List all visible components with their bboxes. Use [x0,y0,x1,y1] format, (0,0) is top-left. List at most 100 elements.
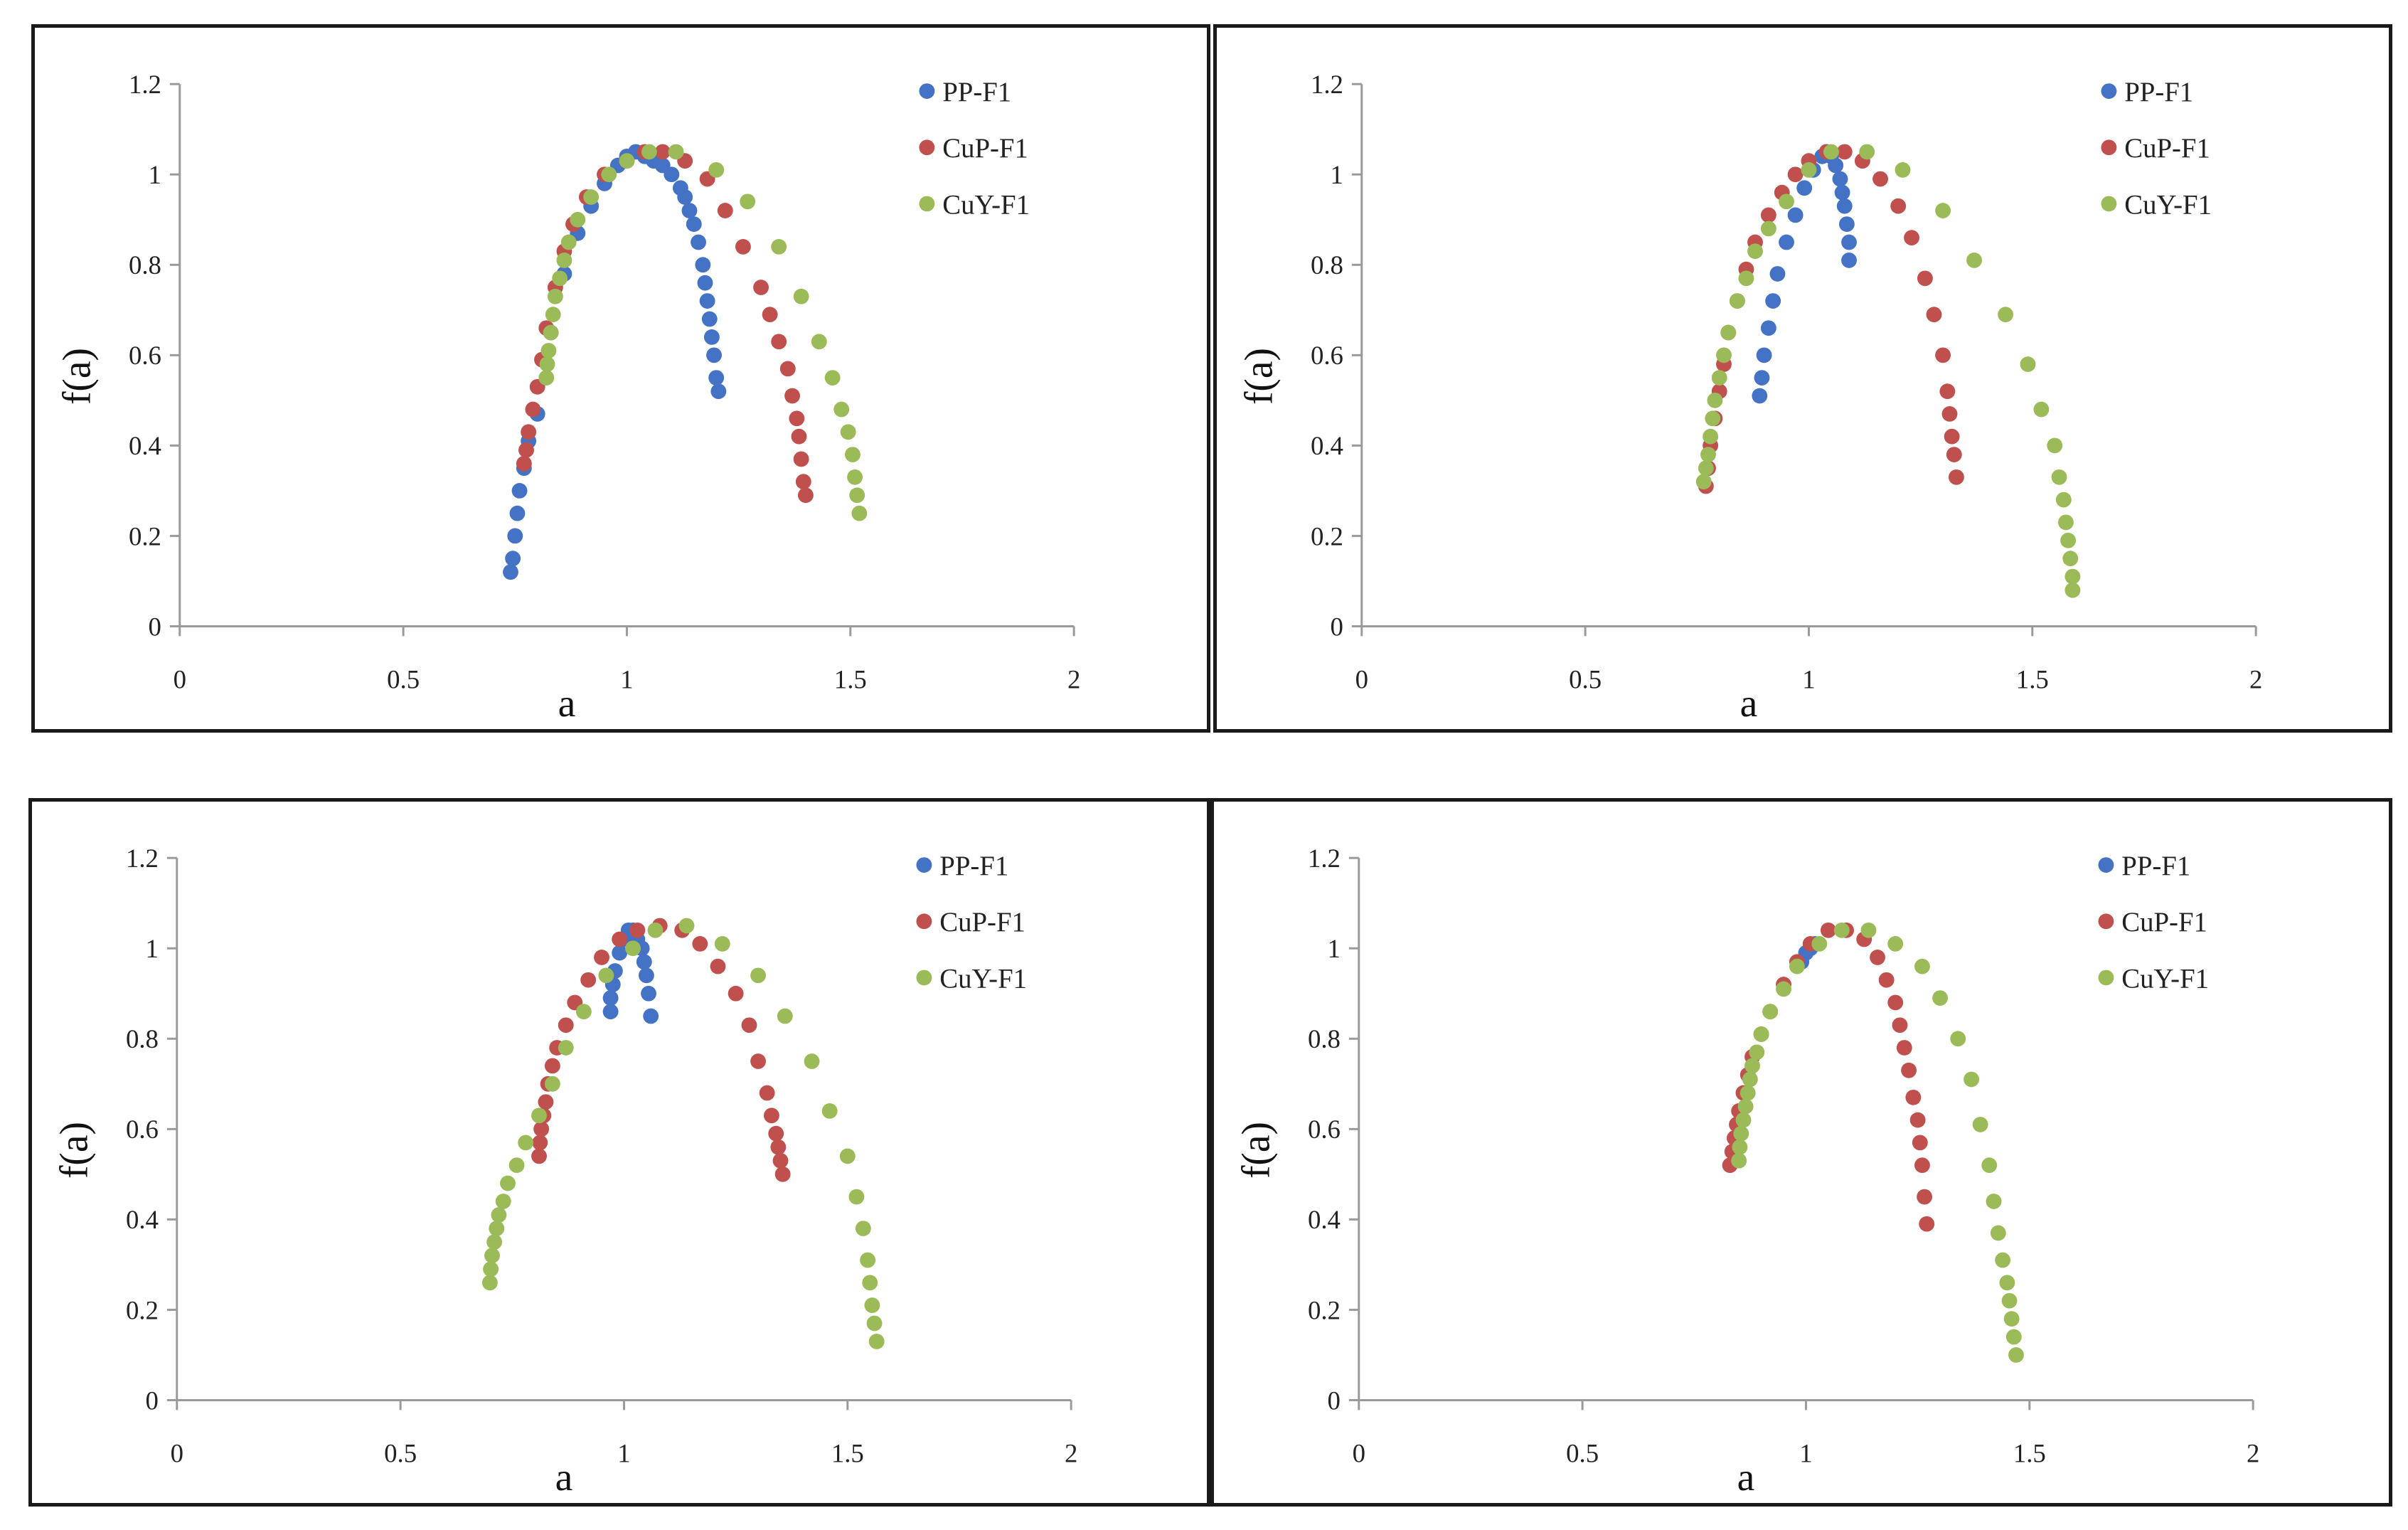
data-point-cuy-f1 [833,401,850,418]
x-tick-label: 2 [1067,665,1080,694]
scatter-chart: 0 0.2 0.4 0.6 0.8 1 1.2 0 0.5 1 1.5 2 a f(a) PP-F1 CuP-… [1237,70,2262,726]
y-tick-label: 0.4 [129,431,161,460]
data-point-pp-f1 [1841,234,1857,250]
data-point-cuy-f1 [583,189,600,205]
x-tick-label: 0 [171,1439,183,1468]
data-point-pp-f1 [505,551,521,567]
legend-marker-cup-f1 [916,913,932,930]
data-point-cup-f1 [728,985,744,1002]
data-point-cuy-f1 [777,1008,793,1024]
y-tick-label: 1.2 [129,70,161,99]
y-tick-label: 0.2 [1311,521,1343,551]
data-point-cuy-f1 [668,144,684,160]
data-point-pp-f1 [643,1008,659,1024]
legend-marker-cup-f1 [919,139,935,156]
data-point-cuy-f1 [2001,1292,2018,1309]
data-point-cup-f1 [762,307,778,323]
data-point-cuy-f1 [1887,935,1904,952]
y-tick-label: 0.2 [126,1295,159,1324]
data-point-cuy-f1 [556,253,572,268]
y-tick-label: 0 [1331,612,1343,641]
y-tick-label: 0.8 [1308,1024,1341,1053]
data-point-cup-f1 [789,410,805,427]
data-point-cup-f1 [531,1148,547,1164]
data-point-cup-f1 [770,1139,787,1155]
data-point-cuy-f1 [601,166,617,183]
chart-panel-top-left: 0 0.2 0.4 0.6 0.8 1 1.2 0 0.5 1 1.5 2 a f(a) PP-F1 CuP-… [31,24,1210,733]
scatter-chart: 0 0.2 0.4 0.6 0.8 1 1.2 0 0.5 1 1.5 2 a f(a) PP-F1 CuP-… [55,70,1080,726]
data-point-cuy-f1 [1779,193,1794,210]
data-point-cuy-f1 [486,1234,503,1250]
data-point-pp-f1 [1841,253,1857,268]
data-point-cuy-f1 [821,1103,838,1119]
x-axis-label: a [555,1455,573,1499]
data-point-cup-f1 [1917,1189,1932,1205]
y-tick-label: 0 [146,1386,159,1415]
legend-label-cuy-f1: CuY-F1 [939,964,1027,994]
data-point-pp-f1 [701,311,718,327]
data-point-pp-f1 [710,383,727,400]
data-point-cup-f1 [1892,1017,1908,1034]
data-point-pp-f1 [1754,370,1770,386]
data-point-cuy-f1 [2047,437,2063,454]
data-point-cuy-f1 [845,447,861,462]
x-tick-label: 0.5 [384,1439,417,1468]
data-point-cup-f1 [594,950,609,965]
data-point-pp-f1 [691,234,706,250]
y-tick-label: 0.4 [1308,1205,1341,1234]
data-point-cuy-f1 [1986,1194,2002,1209]
data-point-cuy-f1 [1966,253,1982,268]
data-point-cup-f1 [1935,347,1951,363]
data-point-cuy-f1 [1720,324,1737,341]
data-point-cuy-f1 [811,334,827,350]
y-tick-label: 0.6 [129,341,161,370]
data-point-cuy-f1 [868,1333,885,1349]
x-tick-label: 0.5 [1566,1439,1599,1468]
y-axis-label: f(a) [52,1122,96,1179]
data-point-cup-f1 [710,958,726,974]
data-point-pp-f1 [677,189,693,205]
data-point-cup-f1 [1887,994,1904,1011]
data-point-cuy-f1 [714,935,730,952]
legend-marker-cuy-f1 [916,969,932,986]
data-point-pp-f1 [636,954,652,970]
data-point-cup-f1 [1872,171,1888,187]
data-point-cuy-f1 [545,307,561,323]
y-tick-label: 0.4 [1311,431,1343,460]
data-point-cuy-f1 [560,234,577,250]
legend-label-cup-f1: CuP-F1 [939,908,1025,937]
data-point-cuy-f1 [598,967,614,984]
y-tick-label: 1 [1328,934,1341,963]
data-point-cuy-f1 [1999,1275,2015,1291]
data-point-cuy-f1 [2020,356,2036,372]
data-point-pp-f1 [1765,293,1781,309]
data-point-cuy-f1 [1735,1112,1752,1128]
data-point-cup-f1 [612,931,628,947]
data-point-pp-f1 [1838,216,1855,233]
data-point-cup-f1 [735,238,751,255]
data-point-cuy-f1 [1747,243,1763,260]
data-point-cup-f1 [516,455,532,472]
data-point-cup-f1 [772,1152,789,1169]
y-tick-label: 1 [146,934,159,963]
data-point-cuy-f1 [1698,460,1714,477]
data-point-cup-f1 [763,1107,779,1124]
data-point-pp-f1 [1752,388,1768,404]
legend-label-cup-f1: CuP-F1 [942,134,1028,164]
data-point-cuy-f1 [544,1075,560,1092]
data-point-cuy-f1 [1972,1117,1988,1132]
y-tick-label: 1.2 [126,844,159,873]
data-point-cuy-f1 [1707,392,1723,408]
data-point-cuy-f1 [500,1175,516,1191]
data-point-cuy-f1 [495,1194,511,1209]
data-point-cup-f1 [797,487,814,504]
legend-marker-cuy-f1 [2098,969,2114,986]
data-point-cuy-f1 [824,370,841,386]
legend-label-cuy-f1: CuY-F1 [2121,964,2209,994]
data-point-cuy-f1 [1998,307,2014,323]
data-point-cuy-f1 [2055,492,2072,508]
data-point-cup-f1 [1948,469,1964,485]
data-point-cup-f1 [779,361,796,377]
data-point-cup-f1 [1941,406,1958,422]
data-point-cuy-f1 [2065,568,2081,585]
